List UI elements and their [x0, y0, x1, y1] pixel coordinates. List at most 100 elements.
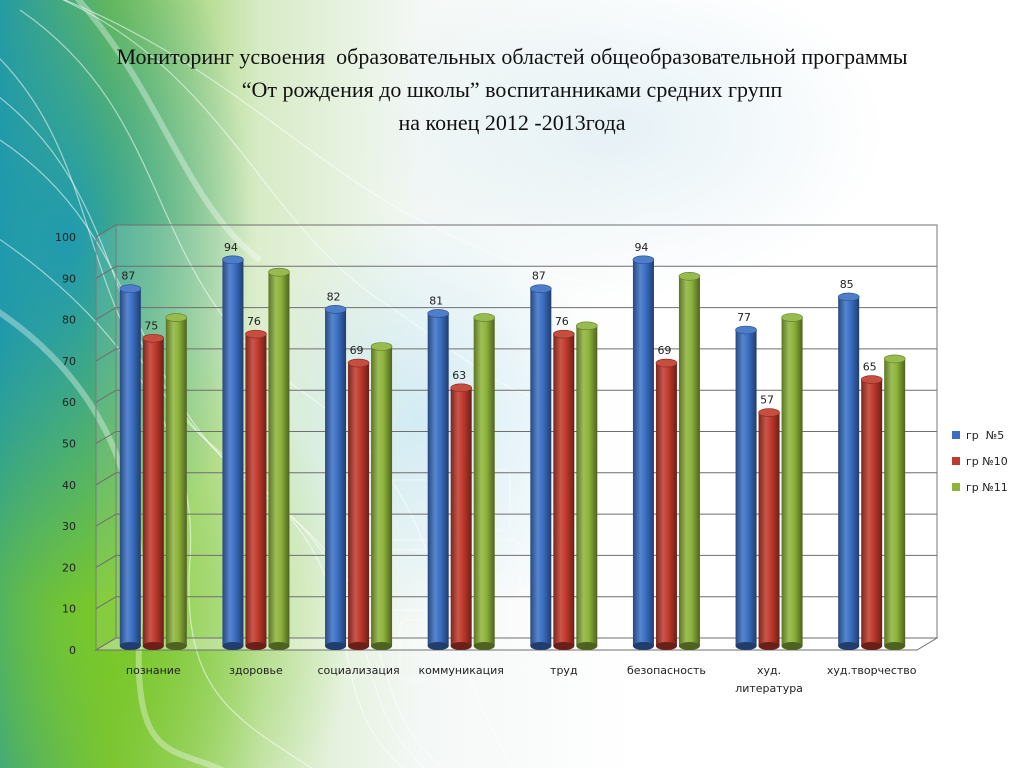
bar-5-1 [655, 358, 678, 650]
bar-base-0-2 [165, 642, 187, 650]
x-tick-label-5: безопасность [627, 664, 706, 677]
bar-1-0 [222, 255, 244, 650]
x-tick-label-0: познание [126, 664, 181, 677]
data-label-2-0: 82 [327, 290, 341, 303]
x-tick-label-line-6-0: худ. [757, 664, 781, 677]
bar-6-1 [758, 408, 780, 650]
bar-top-2-1 [347, 358, 370, 368]
legend-item-gr10: гр №10 [952, 448, 1008, 474]
bar-body-3-2 [473, 317, 495, 646]
bar-0-2 [165, 313, 188, 650]
data-label-1-1: 76 [247, 315, 261, 328]
bar-body-1-2 [268, 272, 290, 646]
bar-6-0 [735, 325, 757, 650]
x-tick-label-6: худ. литература [735, 664, 803, 695]
bar-top-7-1 [860, 375, 883, 384]
bar-1-2 [268, 267, 290, 650]
bar-base-5-0 [632, 642, 654, 650]
bar-base-7-0 [838, 642, 860, 650]
bar-top-0-1 [142, 333, 165, 343]
bar-0-0 [119, 284, 142, 650]
x-tick-label-3: коммуникация [418, 664, 503, 677]
bar-body-2-2 [371, 346, 393, 646]
data-label-3-1: 63 [452, 369, 466, 382]
bar-base-4-2 [576, 642, 598, 650]
data-label-6-1: 57 [760, 394, 774, 407]
bar-4-1 [553, 329, 575, 650]
bar-base-3-2 [473, 642, 495, 650]
bar-top-6-2 [781, 313, 803, 322]
y-tick-label-80: 80 [62, 314, 76, 327]
legend-item-gr5: гр №5 [952, 422, 1008, 448]
bar-base-6-1 [758, 642, 780, 650]
bar-top-5-0 [632, 255, 655, 265]
bar-body-3-0 [427, 313, 449, 646]
bar-body-7-2 [884, 358, 906, 646]
gridline-90 [95, 265, 937, 279]
bar-body-4-0 [530, 288, 552, 646]
bar-top-6-1 [758, 408, 780, 417]
bar-top-0-0 [119, 284, 142, 293]
x-tick-label-line-3-0: коммуникация [418, 664, 503, 677]
data-label-5-0: 94 [634, 241, 648, 254]
bar-top-3-1 [450, 383, 472, 393]
bar-base-2-1 [348, 642, 370, 650]
legend-label-gr11: гр №11 [966, 480, 1008, 494]
bar-2-0 [324, 305, 347, 650]
x-tick-label-line-6-1: литература [735, 682, 803, 695]
bar-body-0-1 [142, 338, 164, 646]
data-label-4-1: 76 [555, 315, 569, 328]
bar-7-2 [883, 354, 906, 650]
bar-base-7-2 [884, 642, 906, 650]
slide-title: Мониторинг усвоения образовательных обла… [30, 40, 994, 139]
bar-body-7-1 [861, 379, 883, 646]
gridline-70 [95, 348, 937, 362]
bar-body-6-0 [735, 329, 757, 646]
bar-base-0-0 [119, 642, 141, 650]
chart-legend: гр №5 гр №10 гр №11 [952, 422, 1008, 500]
title-line-3: на конец 2012 -2013года [398, 110, 626, 135]
bar-3-0 [427, 309, 449, 650]
bar-base-1-2 [268, 642, 290, 650]
legend-label-gr10: гр №10 [966, 454, 1008, 468]
bar-base-2-2 [371, 642, 393, 650]
bar-base-3-1 [450, 642, 472, 650]
bar-3-1 [450, 383, 472, 650]
bar-body-7-0 [838, 296, 860, 646]
bar-top-3-0 [427, 309, 449, 318]
bar-2-1 [347, 358, 370, 650]
bar-4-2 [576, 321, 598, 650]
bar-body-5-1 [655, 363, 677, 646]
bar-top-1-1 [245, 329, 267, 339]
data-label-7-1: 65 [863, 361, 877, 374]
bar-body-2-0 [325, 309, 347, 646]
title-line-2: “От рождения до школы” воспитанниками ср… [241, 77, 783, 102]
bar-base-5-1 [655, 642, 677, 650]
title-line-1: Мониторинг усвоения образовательных обла… [116, 44, 908, 69]
bar-base-6-0 [735, 642, 757, 650]
data-label-4-0: 87 [532, 270, 546, 283]
bar-base-7-1 [861, 642, 883, 650]
y-tick-label-60: 60 [62, 396, 76, 409]
x-tick-label-1: здоровье [229, 664, 283, 677]
bar-base-0-1 [142, 642, 164, 650]
data-label-5-1: 69 [657, 344, 671, 357]
bar-top-7-2 [883, 354, 906, 364]
bar-body-6-2 [781, 317, 803, 646]
y-tick-label-30: 30 [62, 520, 76, 533]
x-tick-label-line-7-0: худ.творчество [827, 664, 917, 677]
bar-5-2 [678, 271, 701, 650]
legend-swatch-gr10 [952, 457, 960, 465]
bar-top-6-0 [735, 325, 757, 335]
bar-top-5-1 [655, 358, 678, 368]
bar-3-2 [473, 313, 495, 650]
data-label-7-0: 85 [840, 278, 854, 291]
data-label-1-0: 94 [224, 241, 238, 254]
bar-1-1 [245, 329, 267, 650]
bar-body-6-1 [758, 412, 780, 646]
bar-top-1-2 [268, 267, 290, 277]
bar-body-5-2 [678, 276, 700, 646]
x-tick-label-line-5-0: безопасность [627, 664, 706, 677]
bar-body-4-1 [553, 334, 575, 646]
y-tick-label-100: 100 [55, 231, 76, 244]
